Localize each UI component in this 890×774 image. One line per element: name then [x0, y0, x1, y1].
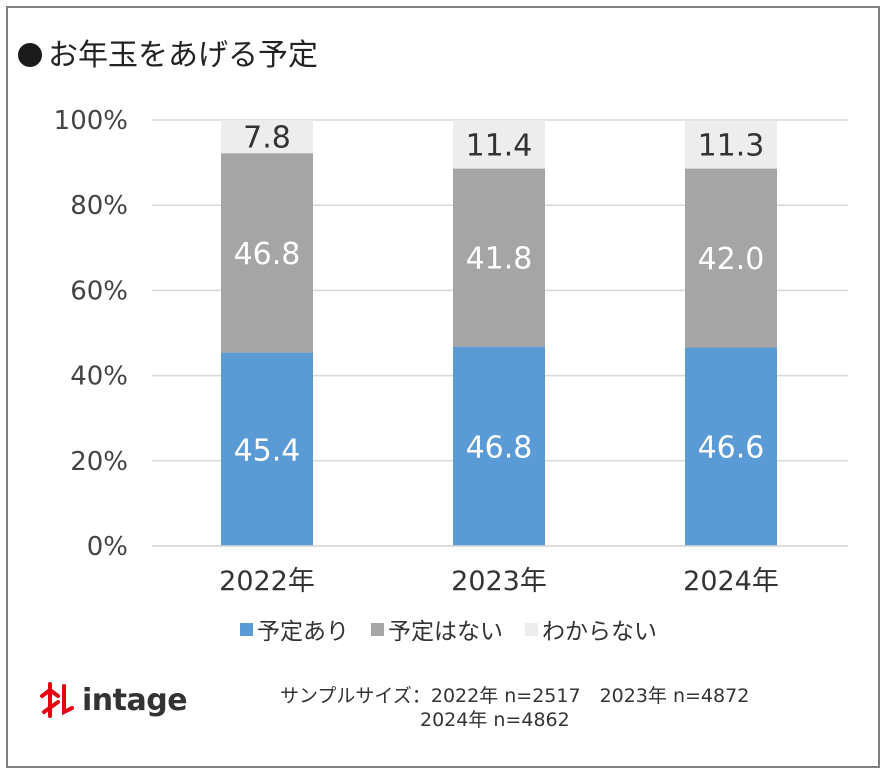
- bullet-icon: [18, 43, 42, 67]
- x-tick-label: 2023年: [451, 566, 547, 597]
- y-tick-label: 40%: [70, 362, 128, 392]
- legend-item-yotei-nai: 予定はない: [371, 612, 503, 646]
- legend-swatch-wakaranai: [525, 622, 538, 636]
- y-tick-label: 100%: [54, 106, 128, 136]
- intage-logo: intage: [40, 682, 188, 718]
- sample-size-line-2: 2024年 n=4862: [420, 709, 570, 731]
- bar-segment: [685, 168, 777, 348]
- data-label: 46.8: [234, 237, 301, 272]
- legend-item-wakaranai: わからない: [525, 612, 657, 646]
- data-label: 11.3: [698, 128, 765, 163]
- bar-segment: [685, 120, 777, 169]
- y-tick-label: 20%: [70, 447, 128, 477]
- bar-segment: [685, 347, 777, 546]
- bar-segment: [453, 120, 545, 169]
- legend-swatch-yotei-nai: [371, 622, 384, 636]
- chart-title: お年玉をあげる予定: [18, 30, 318, 74]
- bar-segment: [221, 120, 313, 154]
- intage-logo-text: intage: [82, 682, 188, 718]
- sample-size-note: サンプルサイズ：2022年 n=2517 2023年 n=4872 2024年 …: [280, 684, 749, 732]
- bar-segment: [453, 168, 545, 347]
- legend: 予定あり 予定はない わからない: [240, 612, 657, 646]
- sample-size-line-1: サンプルサイズ：2022年 n=2517 2023年 n=4872: [280, 685, 750, 707]
- chart-title-text: お年玉をあげる予定: [48, 38, 318, 73]
- bar-segment: [221, 153, 313, 353]
- x-tick-label: 2024年: [683, 566, 779, 597]
- legend-swatch-yotei-ari: [240, 622, 253, 636]
- bar-segment: [453, 346, 545, 546]
- legend-label-yotei-ari: 予定あり: [257, 619, 349, 645]
- y-tick-label: 80%: [70, 191, 128, 221]
- data-label: 42.0: [698, 242, 765, 277]
- data-label: 11.4: [466, 128, 533, 163]
- y-tick-label: 60%: [70, 276, 128, 306]
- intage-logo-icon: [40, 682, 74, 718]
- data-label: 45.4: [234, 433, 301, 468]
- x-tick-label: 2022年: [219, 566, 315, 597]
- legend-label-wakaranai: わからない: [542, 619, 657, 645]
- data-label: 7.8: [243, 121, 291, 156]
- data-label: 41.8: [466, 242, 533, 277]
- data-label: 46.8: [466, 430, 533, 465]
- bar-segment: [221, 352, 313, 546]
- y-tick-label: 0%: [87, 532, 128, 562]
- legend-item-yotei-ari: 予定あり: [240, 612, 349, 646]
- data-label: 46.6: [698, 431, 765, 466]
- legend-label-yotei-nai: 予定はない: [388, 619, 503, 645]
